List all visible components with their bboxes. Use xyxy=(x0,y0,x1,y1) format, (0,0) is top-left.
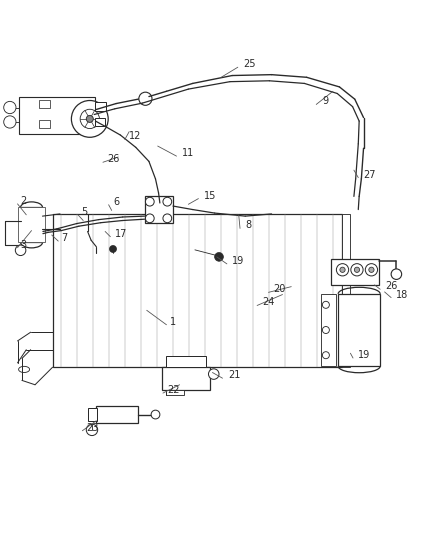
Text: 26: 26 xyxy=(107,154,120,164)
Text: 5: 5 xyxy=(81,207,87,217)
Text: 20: 20 xyxy=(274,284,286,294)
Text: 21: 21 xyxy=(228,370,240,380)
Circle shape xyxy=(86,115,93,123)
Circle shape xyxy=(340,267,345,272)
Circle shape xyxy=(151,410,160,419)
Text: 18: 18 xyxy=(396,289,409,300)
Bar xyxy=(18,207,45,243)
Text: 2: 2 xyxy=(21,196,27,206)
Circle shape xyxy=(215,253,223,261)
Text: 25: 25 xyxy=(243,59,256,69)
Text: 22: 22 xyxy=(167,385,180,395)
Circle shape xyxy=(365,264,378,276)
Text: 9: 9 xyxy=(322,96,328,106)
Circle shape xyxy=(163,214,172,223)
Circle shape xyxy=(163,197,172,206)
Circle shape xyxy=(208,369,219,379)
Circle shape xyxy=(80,109,99,128)
Text: 15: 15 xyxy=(204,190,216,200)
Circle shape xyxy=(322,327,329,334)
Text: 24: 24 xyxy=(262,297,274,308)
Bar xyxy=(166,356,206,367)
Bar xyxy=(19,97,95,134)
Circle shape xyxy=(391,269,402,279)
Bar xyxy=(162,367,210,390)
Bar xyxy=(21,207,42,243)
Circle shape xyxy=(322,352,329,359)
Bar xyxy=(95,118,105,126)
Text: 19: 19 xyxy=(358,350,371,360)
Circle shape xyxy=(351,264,363,276)
Circle shape xyxy=(145,214,154,223)
Bar xyxy=(166,390,184,395)
Circle shape xyxy=(139,92,152,106)
Bar xyxy=(145,197,173,223)
Text: 17: 17 xyxy=(115,229,127,239)
Bar xyxy=(39,120,50,128)
Bar xyxy=(321,294,336,366)
Text: 8: 8 xyxy=(245,220,251,230)
Bar xyxy=(338,294,380,366)
Circle shape xyxy=(15,245,26,255)
Text: 7: 7 xyxy=(61,233,67,243)
Circle shape xyxy=(322,301,329,308)
Polygon shape xyxy=(53,214,342,367)
Bar xyxy=(96,406,138,423)
Text: 3: 3 xyxy=(21,240,27,249)
Circle shape xyxy=(336,264,349,276)
Circle shape xyxy=(4,116,16,128)
Text: 1: 1 xyxy=(170,317,176,327)
Text: 19: 19 xyxy=(232,256,244,266)
Circle shape xyxy=(86,424,98,435)
Circle shape xyxy=(4,101,16,114)
Bar xyxy=(331,259,379,285)
Text: 26: 26 xyxy=(385,281,398,291)
Circle shape xyxy=(110,246,117,253)
Circle shape xyxy=(354,267,360,272)
Bar xyxy=(39,100,50,108)
Circle shape xyxy=(71,101,108,138)
Circle shape xyxy=(369,267,374,272)
Bar xyxy=(95,102,106,111)
Bar xyxy=(88,408,97,421)
Circle shape xyxy=(145,197,154,206)
Text: 12: 12 xyxy=(129,132,141,141)
Text: 27: 27 xyxy=(364,169,376,180)
Text: 11: 11 xyxy=(182,148,194,158)
Text: 23: 23 xyxy=(87,423,99,433)
Bar xyxy=(342,214,350,367)
Text: 6: 6 xyxy=(113,197,119,207)
